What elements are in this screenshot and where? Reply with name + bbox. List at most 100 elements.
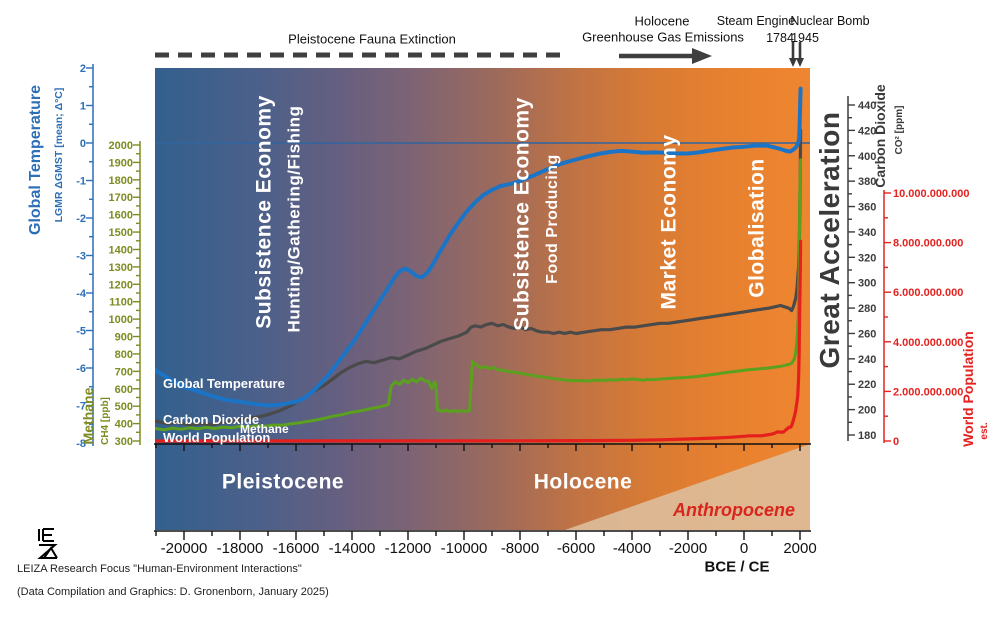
nuclear-bomb-arrow-icon	[796, 42, 804, 67]
methane-tick-label: 1000	[109, 314, 133, 326]
temperature-tick-label: -8	[76, 438, 86, 450]
population-tick-label: 8.000.000.000	[893, 238, 963, 250]
co2-tick-label: 440	[858, 100, 876, 112]
steam-engine-year: 1784	[766, 30, 794, 45]
co2-tick-label: 340	[858, 227, 876, 239]
period-food-producing: Food Producing	[544, 154, 561, 284]
period-market-economy: Market Economy	[657, 134, 681, 310]
temperature-tick-label: -7	[76, 401, 86, 413]
methane-tick-label: 600	[115, 384, 133, 396]
methane-tick-label: 800	[115, 349, 133, 361]
nuclear-bomb-year: 1945	[791, 30, 819, 45]
population-tick-label: 6.000.000.000	[893, 287, 963, 299]
baseline-axis	[154, 443, 811, 451]
x-tick-label: -6000	[557, 540, 595, 557]
x-tick-label: -20000	[161, 540, 208, 557]
methane-tick-label: 1500	[109, 227, 133, 239]
steam-engine-label: Steam Engine	[716, 13, 796, 28]
x-tick-label: -10000	[441, 540, 488, 557]
population-axis-title: World Population	[960, 331, 976, 447]
ghg-emissions-arrow	[619, 48, 712, 64]
x-tick-label: -18000	[217, 540, 264, 557]
methane-tick-label: 2000	[109, 140, 133, 152]
population-tick-label: 10.000.000.000	[893, 188, 969, 200]
era-holocene: Holocene	[533, 470, 633, 494]
data-curves	[155, 86, 803, 443]
population-tick-label: 4.000.000.000	[893, 337, 963, 349]
axes-and-ticks: 210-1-2-3-4-5-6-7-8200019001800170016001…	[76, 63, 969, 557]
methane-tick-label: 1600	[109, 210, 133, 222]
methane-tick-label: 1300	[109, 262, 133, 274]
temperature-tick-label: -3	[76, 251, 86, 263]
ghg-label-line1: Holocene	[634, 13, 690, 29]
x-tick-label: -4000	[613, 540, 651, 557]
co2-tick-label: 240	[858, 354, 876, 366]
x-tick-label: -14000	[329, 540, 376, 557]
co2-axis-title: Carbon Dioxide	[872, 84, 888, 188]
great-acceleration-label: Great Acceleration	[814, 111, 845, 369]
methane-tick-label: 300	[115, 436, 133, 448]
methane-axis-subtitle: CH4 [ppb]	[100, 397, 111, 445]
steam-engine-arrow-icon	[789, 42, 797, 67]
ghg-label-line2: Greenhouse Gas Emissions	[582, 29, 744, 45]
co2-tick-label: 200	[858, 405, 876, 417]
temperature-axis-subtitle: LGMR ΔGMST [mean; Δ°C]	[52, 87, 65, 223]
temperature-tick-label: -1	[76, 176, 86, 188]
population-axis-subtitle: est.	[979, 422, 990, 440]
co2-axis-subtitle: CO² [ppm]	[894, 105, 905, 155]
temperature-tick-label: 2	[80, 63, 86, 75]
footer-credits: (Data Compilation and Graphics: D. Grone…	[17, 586, 329, 598]
x-axis-unit-label: BCE / CE	[704, 558, 770, 576]
methane-tick-label: 1100	[109, 297, 133, 309]
co2-curve	[155, 128, 803, 427]
period-subsistence-economy-1: Subsistence Economy	[252, 95, 276, 329]
methane-axis-title: Methane	[80, 387, 96, 445]
temperature-curve	[155, 86, 803, 408]
methane-curve	[155, 158, 803, 432]
methane-tick-label: 1900	[109, 157, 133, 169]
series-label-co2: Carbon Dioxide	[163, 412, 260, 427]
population-tick-label: 0	[893, 436, 899, 448]
era-anthropocene: Anthropocene	[672, 500, 796, 520]
nuclear-bomb-label: Nuclear Bomb	[790, 13, 870, 28]
co2-tick-label: 220	[858, 379, 876, 391]
temperature-tick-label: -4	[76, 288, 87, 300]
period-subsistence-economy-2: Subsistence Economy	[510, 97, 534, 331]
methane-tick-label: 900	[115, 332, 133, 344]
temperature-tick-label: -2	[76, 213, 86, 225]
x-tick-label: 2000	[783, 540, 816, 557]
series-label-methane: Methane	[240, 422, 289, 436]
population-curve	[155, 239, 803, 443]
period-globalisation: Globalisation	[745, 158, 769, 298]
x-tick-label: 0	[740, 540, 748, 557]
co2-tick-label: 320	[858, 252, 876, 264]
population-tick-label: 2.000.000.000	[893, 386, 963, 398]
x-tick-label: -8000	[501, 540, 539, 557]
co2-tick-label: 420	[858, 125, 876, 137]
methane-tick-label: 1700	[109, 192, 133, 204]
anthropocene-wedge	[565, 444, 810, 530]
temperature-tick-label: 0	[80, 138, 86, 150]
series-label-population: World Population	[163, 430, 271, 445]
methane-tick-label: 1400	[109, 244, 133, 256]
leiza-logo	[37, 528, 58, 559]
co2-tick-label: 280	[858, 303, 876, 315]
methane-tick-label: 1800	[109, 175, 133, 187]
x-tick-label: -2000	[669, 540, 707, 557]
methane-tick-label: 700	[115, 366, 133, 378]
methane-tick-label: 400	[115, 419, 133, 431]
co2-tick-label: 380	[858, 176, 876, 188]
series-label-temperature: Global Temperature	[163, 376, 285, 391]
co2-tick-label: 260	[858, 328, 876, 340]
footer-research-focus: LEIZA Research Focus "Human-Environment …	[17, 563, 302, 575]
x-tick-label: -12000	[385, 540, 432, 557]
plot-background-gradient	[155, 68, 810, 530]
methane-tick-label: 500	[115, 401, 133, 413]
period-hunting-gathering-fishing: Hunting/Gathering/Fishing	[284, 105, 304, 333]
temperature-tick-label: -5	[76, 326, 86, 338]
temperature-tick-label: 1	[80, 101, 86, 113]
x-tick-label: -16000	[273, 540, 320, 557]
methane-tick-label: 1200	[109, 279, 133, 291]
